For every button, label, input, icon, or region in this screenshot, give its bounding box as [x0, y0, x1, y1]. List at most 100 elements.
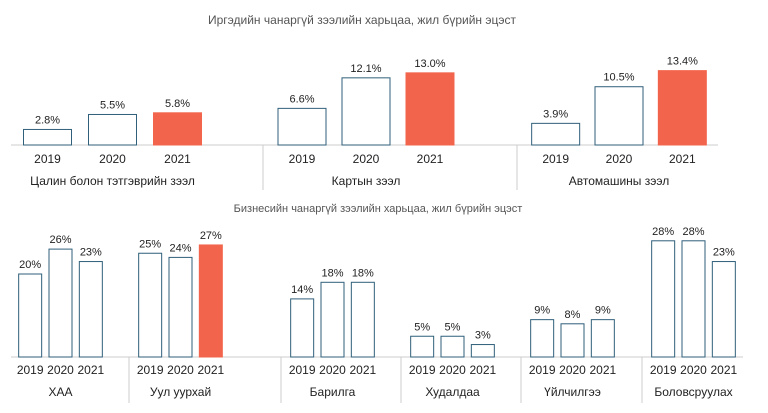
- bar-2019: [18, 273, 43, 358]
- value-label: 8%: [565, 309, 581, 321]
- value-label: 18%: [321, 267, 343, 279]
- group-4: 9% 2019 8% 2020 9% 2021 Үйлчилгээ: [520, 305, 617, 403]
- bar-2020: [440, 335, 465, 358]
- group-label: Боловсруулах: [654, 385, 732, 399]
- year-tick-label: 2020: [99, 152, 126, 166]
- group-label: ХАА: [48, 385, 72, 399]
- value-label: 3.9%: [543, 108, 568, 120]
- chart-title-business: Бизнесийн чанаргүй зээлийн харьцаа, жил …: [234, 203, 523, 215]
- value-label: 2.8%: [35, 114, 60, 126]
- year-tick-label: 2019: [34, 152, 61, 166]
- value-label: 5%: [445, 321, 461, 333]
- bar-2019: [410, 335, 435, 358]
- value-label: 6.6%: [289, 93, 314, 105]
- year-tick-label: 2021: [469, 363, 496, 377]
- bar-2020: [320, 281, 345, 358]
- year-tick-label: 2020: [559, 363, 586, 377]
- year-tick-label: 2019: [289, 363, 316, 377]
- group-label: Цалин болон тэтгэврийн зээл: [30, 174, 195, 188]
- value-label: 13.0%: [414, 58, 445, 70]
- year-tick-label: 2019: [542, 152, 569, 166]
- value-label: 25%: [139, 238, 161, 250]
- year-tick-label: 2021: [197, 363, 224, 377]
- year-tick-label: 2019: [529, 363, 556, 377]
- year-tick-label: 2019: [409, 363, 436, 377]
- bar-2019: [290, 298, 315, 358]
- year-tick-label: 2021: [77, 363, 104, 377]
- value-label: 23%: [80, 247, 102, 259]
- year-tick-label: 2021: [589, 363, 616, 377]
- bar-2021: [198, 244, 223, 358]
- year-tick-label: 2020: [167, 363, 194, 377]
- chart-title-individual: Иргэдийн чанаргүй зээлийн харьцаа, жил б…: [208, 13, 517, 27]
- group-0: 2.8% 2019 5.5% 2020 5.8% 2021 Цалин болон тэтг…: [23, 98, 202, 188]
- value-label: 10.5%: [603, 72, 634, 84]
- year-tick-label: 2019: [289, 152, 316, 166]
- value-label: 9%: [595, 305, 611, 317]
- year-tick-label: 2020: [439, 363, 466, 377]
- bar-2021: [657, 70, 707, 146]
- value-label: 26%: [49, 234, 71, 246]
- bar-2020: [594, 86, 644, 146]
- bar-2021: [78, 261, 103, 358]
- bar-2019: [23, 128, 72, 146]
- bar-2020: [681, 240, 706, 358]
- value-label: 23%: [713, 247, 735, 259]
- value-label: 18%: [352, 267, 374, 279]
- group-5: 28% 2019 28% 2020 23% 2021 Боловсруулах: [641, 226, 738, 403]
- group-label: Картын зээл: [332, 174, 401, 188]
- bar-2021: [405, 72, 455, 146]
- year-tick-label: 2020: [353, 152, 380, 166]
- bar-2021: [470, 344, 495, 358]
- value-label: 12.1%: [350, 63, 381, 75]
- bar-2021: [590, 319, 615, 358]
- value-label: 28%: [682, 226, 704, 238]
- value-label: 9%: [534, 305, 550, 317]
- value-label: 5.5%: [100, 99, 125, 111]
- year-tick-label: 2020: [606, 152, 633, 166]
- value-label: 27%: [200, 230, 222, 242]
- business-npl-chart: 20% 2019 26% 2020 23% 2021 ХАА 25% 2019 24% 2020 27…: [11, 226, 743, 403]
- bar-2019: [531, 122, 581, 146]
- bar-2019: [530, 319, 555, 358]
- group-0: 20% 2019 26% 2020 23% 2021 ХАА: [17, 234, 105, 399]
- year-tick-label: 2019: [17, 363, 44, 377]
- bar-2021: [350, 281, 375, 358]
- value-label: 14%: [291, 284, 313, 296]
- group-1: 6.6% 2019 12.1% 2020 13.0% 2021 Картын зээл: [262, 58, 455, 190]
- group-2: 14% 2019 18% 2020 18% 2021 Барилга: [280, 267, 377, 403]
- bar-2021: [153, 112, 202, 146]
- group-label: Худалдаа: [425, 385, 480, 399]
- bar-2019: [138, 252, 163, 358]
- bar-2019: [277, 107, 327, 146]
- bar-2020: [48, 248, 73, 358]
- group-label: Барилга: [310, 385, 356, 399]
- bar-2020: [88, 113, 137, 146]
- group-label: Автомашины зээл: [569, 174, 669, 188]
- bar-2020: [560, 323, 585, 358]
- group-label: Уул уурхай: [150, 385, 211, 399]
- value-label: 28%: [652, 226, 674, 238]
- bar-2021: [711, 261, 736, 358]
- year-tick-label: 2021: [710, 363, 737, 377]
- year-tick-label: 2020: [319, 363, 346, 377]
- value-label: 20%: [19, 259, 41, 271]
- value-label: 13.4%: [667, 56, 698, 68]
- bar-2020: [168, 256, 193, 358]
- year-tick-label: 2019: [137, 363, 164, 377]
- value-label: 24%: [169, 242, 191, 254]
- individual-npl-chart: 2.8% 2019 5.5% 2020 5.8% 2021 Цалин болон тэтг…: [11, 56, 718, 190]
- group-1: 25% 2019 24% 2020 27% 2021 Уул уурхай: [128, 230, 225, 403]
- year-tick-label: 2021: [417, 152, 444, 166]
- year-tick-label: 2021: [669, 152, 696, 166]
- value-label: 3%: [475, 330, 491, 342]
- value-label: 5%: [414, 321, 430, 333]
- group-3: 5% 2019 5% 2020 3% 2021 Худалдаа: [400, 321, 497, 403]
- year-tick-label: 2021: [349, 363, 376, 377]
- bar-2019: [651, 240, 676, 358]
- value-label: 5.8%: [165, 98, 190, 110]
- year-tick-label: 2019: [650, 363, 677, 377]
- group-label: Үйлчилгээ: [544, 385, 601, 399]
